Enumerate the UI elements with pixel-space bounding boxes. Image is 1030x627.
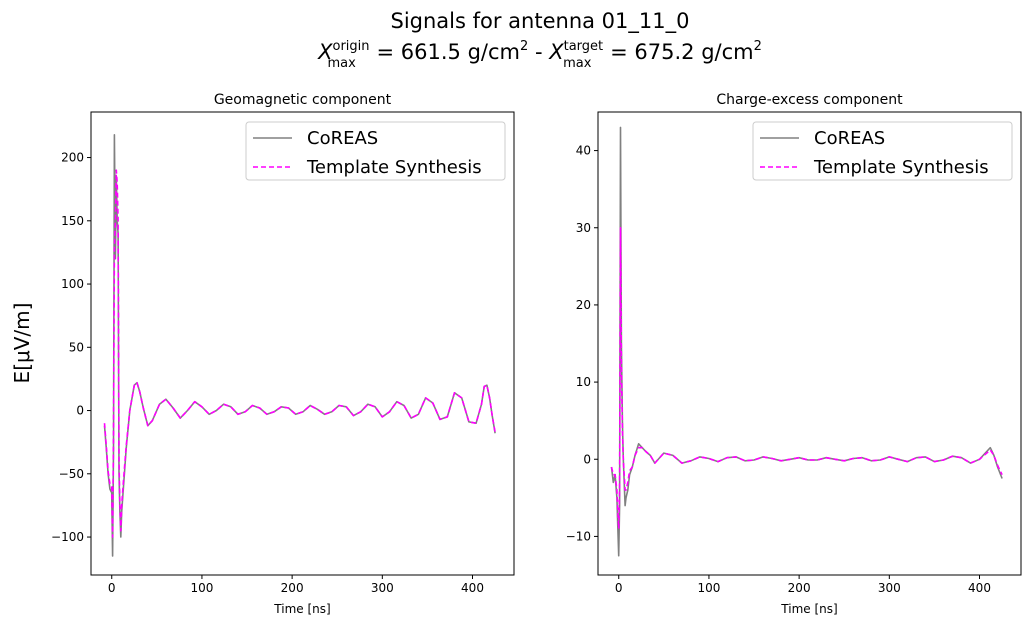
x-tick-label: 400 bbox=[461, 581, 484, 595]
y-tick-label: −50 bbox=[59, 467, 84, 481]
chart-panel-2: 0 100 200 300 400 −10 0 10 20 30 40 Charge-excess c… bbox=[566, 92, 1022, 616]
xmax-target-symbol: X bbox=[548, 40, 564, 64]
y-tick-label: 100 bbox=[61, 277, 84, 291]
y-tick-label: −10 bbox=[566, 529, 591, 543]
legend-label: Template Synthesis bbox=[306, 157, 482, 178]
plot-area-frame bbox=[597, 111, 1022, 576]
legend-box bbox=[245, 121, 506, 181]
legend: CoREAS Template Synthesis bbox=[245, 121, 506, 181]
legend-label: CoREAS bbox=[814, 128, 885, 149]
x-axis-label: Time [ns] bbox=[780, 602, 837, 616]
figure-title: Signals for antenna 01_11_0 bbox=[391, 9, 690, 34]
y-tick-label: 0 bbox=[76, 404, 84, 418]
chart-title: Charge-excess component bbox=[716, 92, 903, 108]
y-tick-label: 200 bbox=[61, 151, 84, 165]
figure-subtitle: Xorigin max = 661.5 g/cm2 - Xtarget max = … bbox=[317, 39, 762, 71]
origin-superscript: origin bbox=[332, 39, 369, 54]
x-tick-label: 0 bbox=[615, 581, 623, 595]
x-tick-label: 300 bbox=[878, 581, 901, 595]
origin-value: = 661.5 g/cm bbox=[370, 40, 520, 64]
x-tick-label: 400 bbox=[968, 581, 991, 595]
x-tick-label: 100 bbox=[697, 581, 720, 595]
series-line-coreas bbox=[103, 134, 496, 557]
x-axis-label: Time [ns] bbox=[273, 602, 330, 616]
x-tick-label: 200 bbox=[788, 581, 811, 595]
series-line-template-synthesis bbox=[103, 169, 496, 538]
target-value: = 675.2 g/cm bbox=[603, 40, 753, 64]
x-tick-label: 300 bbox=[371, 581, 394, 595]
series-line-template-synthesis bbox=[610, 227, 1003, 530]
y-tick-label: 40 bbox=[576, 144, 591, 158]
target-subscript: max bbox=[563, 56, 592, 71]
xmax-origin-symbol: X bbox=[317, 40, 333, 64]
y-tick-label: 20 bbox=[576, 298, 591, 312]
chart-title: Geomagnetic component bbox=[214, 92, 392, 108]
origin-exponent: 2 bbox=[520, 39, 528, 54]
y-tick-label: 50 bbox=[69, 340, 84, 354]
title-separator: - bbox=[528, 40, 549, 64]
x-tick-label: 200 bbox=[281, 581, 304, 595]
legend: CoREAS Template Synthesis bbox=[752, 121, 1013, 181]
origin-subscript: max bbox=[328, 56, 357, 71]
shared-y-axis-label: E[μV/m] bbox=[10, 303, 34, 384]
legend-label: Template Synthesis bbox=[813, 157, 989, 178]
y-tick-label: 10 bbox=[576, 375, 591, 389]
target-superscript: target bbox=[564, 39, 604, 54]
legend-label: CoREAS bbox=[307, 128, 378, 149]
y-tick-label: 0 bbox=[583, 452, 591, 466]
y-tick-label: 150 bbox=[61, 214, 84, 228]
plot-area-frame bbox=[90, 111, 515, 576]
y-tick-label: 30 bbox=[576, 221, 591, 235]
chart-panel-1: 0 100 200 300 400 −100 −50 0 50 100 150 200 Geomagne… bbox=[51, 92, 515, 616]
y-tick-label: −100 bbox=[51, 530, 84, 544]
series-line-coreas bbox=[610, 126, 1003, 557]
x-tick-label: 100 bbox=[190, 581, 213, 595]
target-exponent: 2 bbox=[754, 39, 762, 54]
legend-box bbox=[752, 121, 1013, 181]
x-tick-label: 0 bbox=[108, 581, 116, 595]
